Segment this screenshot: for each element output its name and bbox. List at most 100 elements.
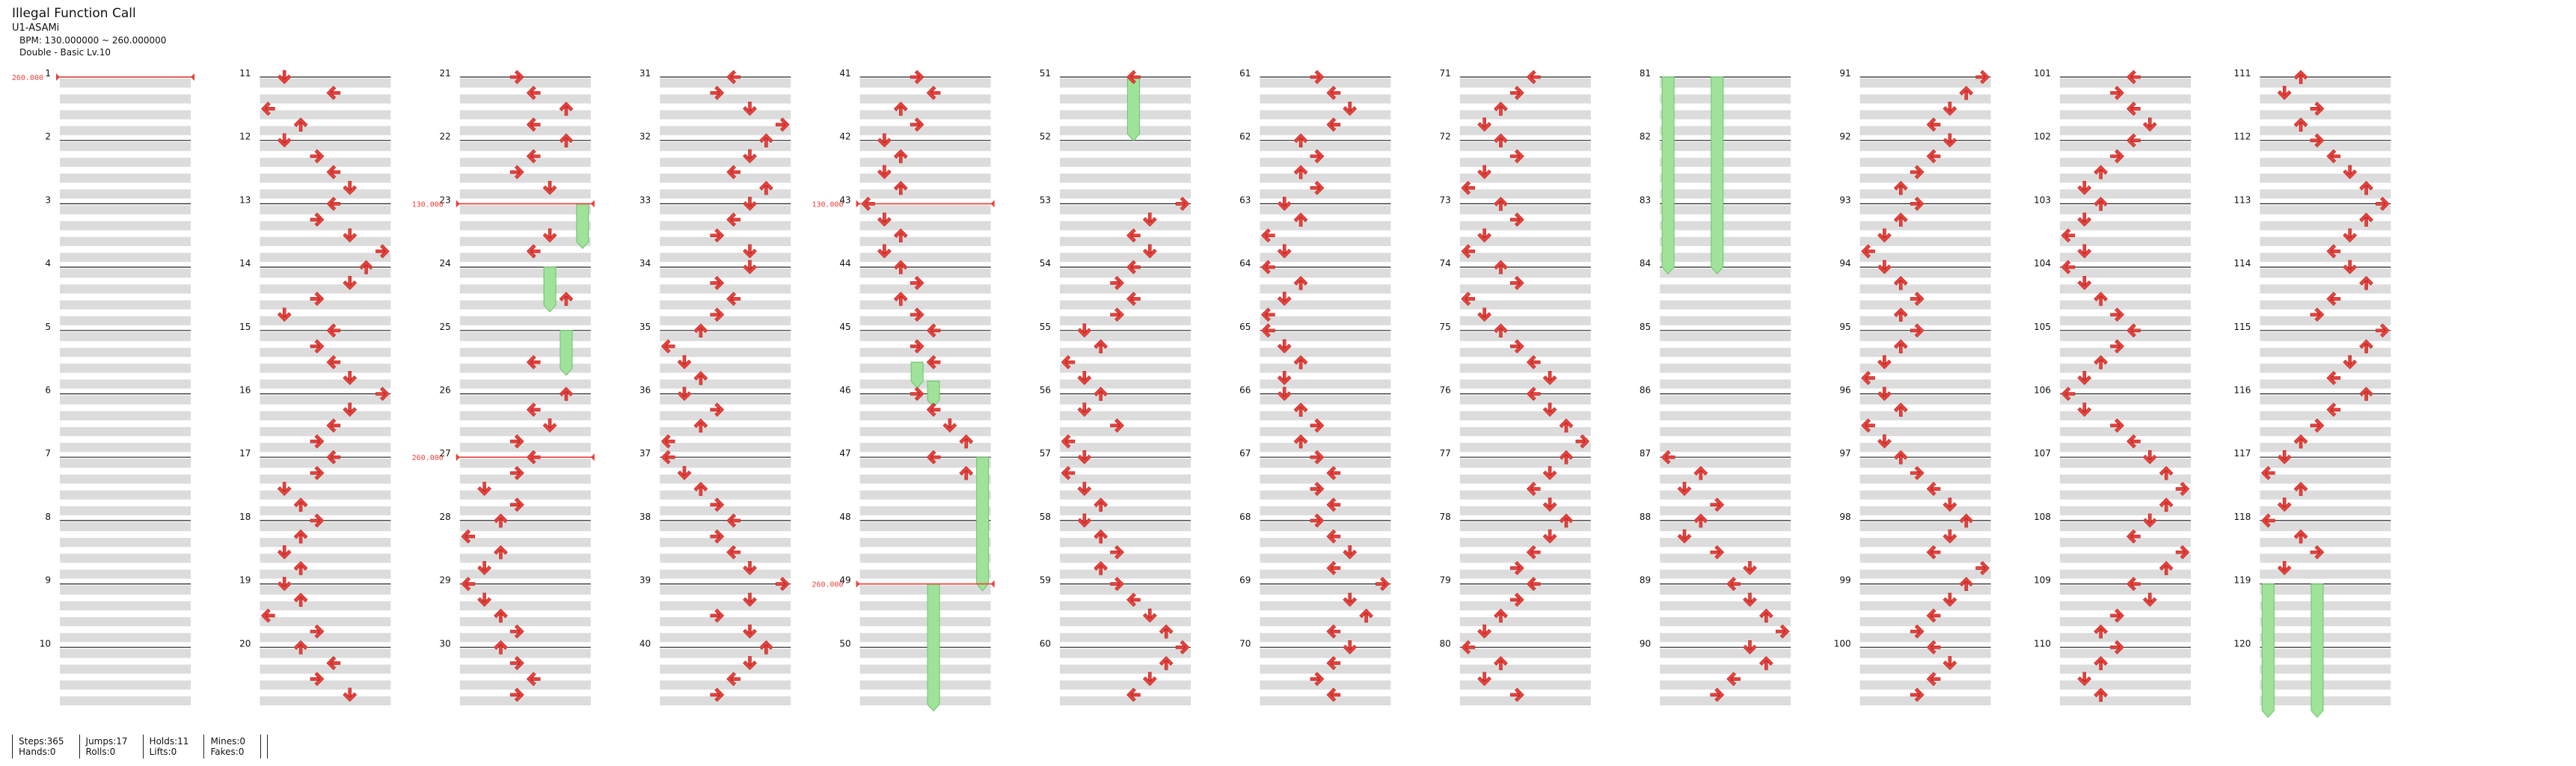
arrow-shape	[1743, 640, 1757, 655]
arrow-right-icon	[1510, 85, 1524, 100]
measure-number: 77	[1440, 448, 1451, 459]
beat-stripe	[1859, 110, 1991, 120]
beat-stripe	[60, 141, 191, 151]
beat-stripe	[1859, 79, 1991, 88]
beat-stripe	[459, 189, 591, 199]
arrow-down-icon	[343, 180, 358, 195]
arrow-left-icon	[726, 545, 740, 560]
beat-stripe	[859, 411, 991, 420]
arrow-up-icon	[2293, 70, 2308, 85]
arrow-shape	[1126, 687, 1141, 702]
arrow-shape	[1542, 529, 1557, 544]
beat-stripe	[1660, 284, 1791, 294]
measure-number: 119	[2233, 575, 2251, 586]
arrow-shape	[1526, 387, 1541, 401]
arrow-shape	[2126, 323, 2141, 338]
measure-number: 49	[839, 575, 850, 586]
beat-stripe	[260, 284, 391, 294]
arrow-shape	[1142, 608, 1157, 623]
arrow-shape	[1942, 592, 1957, 607]
arrow-shape	[1710, 497, 1725, 512]
measure-number: 98	[1839, 512, 1850, 522]
measure-54: 54	[1040, 258, 1191, 325]
beat-stripe	[1660, 664, 1791, 674]
arrow-left-icon	[2126, 434, 2141, 449]
arrow-shape	[526, 402, 541, 417]
beat-stripe	[1260, 331, 1391, 341]
beat-stripe	[60, 269, 191, 278]
beat-stripe	[2060, 205, 2191, 215]
arrow-shape	[2310, 418, 2325, 433]
arrow-down-icon	[277, 482, 292, 496]
beat-stripe	[1260, 538, 1391, 548]
beat-stripe	[1060, 316, 1191, 325]
arrow-shape	[910, 275, 924, 290]
arrow-shape	[1359, 608, 1374, 623]
arrow-shape	[710, 529, 725, 544]
arrow-shape	[2277, 497, 2292, 512]
beat-stripe	[1660, 174, 1791, 183]
arrow-left-icon	[2126, 323, 2141, 338]
arrow-shape	[1277, 387, 1292, 401]
arrow-shape	[326, 323, 341, 338]
beat-stripe	[660, 680, 791, 690]
beat-stripe	[60, 616, 191, 627]
measure-number: 85	[1640, 322, 1651, 332]
arrow-right-icon	[710, 687, 725, 702]
arrow-down-icon	[1542, 402, 1557, 417]
arrow-up-icon	[1693, 465, 1708, 480]
arrow-shape	[2126, 70, 2141, 85]
beat-stripe	[1060, 506, 1191, 515]
arrow-down-icon	[1877, 387, 1892, 401]
arrow-shape	[559, 292, 574, 306]
arrow-up-icon	[293, 117, 308, 132]
measure-116: 116	[2233, 385, 2391, 453]
arrow-shape	[310, 672, 325, 687]
arrow-shape	[510, 656, 524, 670]
beat-stripe	[1859, 696, 1991, 705]
beat-stripe	[1260, 189, 1391, 199]
arrow-shape	[677, 466, 692, 480]
arrow-up-icon	[2094, 355, 2109, 370]
arrow-down-icon	[343, 371, 358, 385]
beat-stripe	[1859, 426, 1991, 437]
arrow-left-icon	[1861, 244, 1875, 259]
arrow-shape	[726, 672, 740, 687]
arrow-down-icon	[1277, 197, 1292, 211]
beat-stripe	[2060, 474, 2191, 484]
beat-stripe	[660, 347, 791, 358]
arrow-down-icon	[1277, 387, 1292, 401]
hold-note	[1661, 76, 1675, 275]
stat-lifts: Lifts:0	[149, 747, 177, 757]
arrow-shape	[1743, 592, 1757, 607]
arrow-down-icon	[877, 244, 892, 259]
arrow-shape	[1126, 592, 1141, 607]
arrow-left-icon	[2326, 370, 2341, 385]
arrow-shape	[2343, 228, 2358, 243]
arrow-left-icon	[1461, 180, 1476, 195]
beat-stripe	[1660, 252, 1791, 263]
measure-36: 36	[640, 385, 791, 453]
arrow-shape	[1542, 371, 1557, 385]
beat-stripe	[459, 141, 591, 151]
arrow-shape	[2310, 545, 2325, 560]
beat-stripe	[260, 252, 391, 263]
arrow-left-icon	[1126, 592, 1141, 607]
beat-stripe	[2060, 426, 2191, 437]
arrow-shape	[510, 497, 524, 512]
arrow-right-icon	[310, 434, 325, 449]
beat-stripe	[1060, 569, 1191, 579]
arrow-shape	[1942, 102, 1957, 116]
beat-stripe	[1859, 649, 1991, 658]
measure-number: 87	[1640, 448, 1651, 459]
arrow-right-icon	[1110, 418, 1124, 433]
arrow-left-icon	[1126, 260, 1141, 275]
arrow-right-icon	[1510, 212, 1524, 227]
arrow-shape	[1094, 339, 1108, 354]
measure-number: 83	[1640, 194, 1651, 205]
measure-number: 17	[239, 448, 251, 459]
beat-stripe	[1060, 395, 1191, 405]
arrow-shape	[1677, 482, 1692, 496]
arrow-left-icon	[1861, 418, 1875, 433]
beat-stripe	[1260, 490, 1391, 500]
